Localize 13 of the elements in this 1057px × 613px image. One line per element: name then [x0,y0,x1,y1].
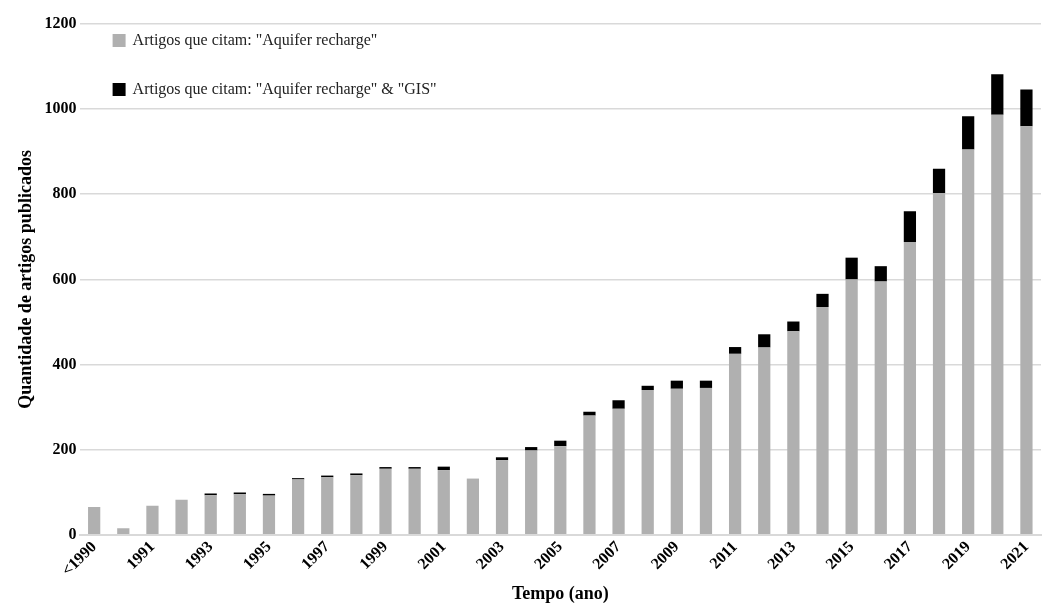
y-tick-label: 0 [68,524,77,542]
y-axis-title: Quantidade de artigos publicados [15,150,36,409]
legend-label: Artigos que citam: "Aquifer recharge" [132,31,378,50]
legend-label: Artigos que citam: "Aquifer recharge" & "GIS" [132,80,437,99]
y-tick-label: 200 [52,439,77,457]
y-tick-label: 400 [52,354,77,372]
y-tick-label: 1200 [44,14,77,32]
y-tick-label: 800 [52,184,77,202]
y-tick-label: 1000 [44,99,77,117]
y-tick-label: 600 [52,269,77,287]
x-tick-label: 1991 [122,537,158,573]
x-axis-title: Tempo (ano) [511,582,609,604]
x-tick-label: 2011 [706,537,741,572]
